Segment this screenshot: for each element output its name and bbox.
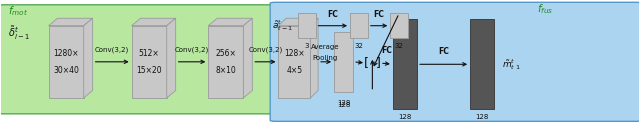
Text: 1280×: 1280× — [53, 49, 79, 58]
Text: FC: FC — [438, 47, 449, 56]
Text: $\tilde{a}^t_{t-1}$: $\tilde{a}^t_{t-1}$ — [272, 18, 293, 33]
Text: Conv(3,2): Conv(3,2) — [175, 46, 209, 53]
Text: FC: FC — [381, 46, 392, 55]
Text: FC: FC — [374, 10, 385, 19]
Text: Conv(3,2): Conv(3,2) — [248, 46, 282, 53]
Text: 128×: 128× — [284, 49, 305, 58]
FancyBboxPatch shape — [0, 5, 418, 114]
Polygon shape — [310, 18, 318, 98]
Polygon shape — [132, 26, 167, 98]
Text: 256×: 256× — [216, 49, 236, 58]
FancyBboxPatch shape — [270, 2, 640, 121]
Polygon shape — [350, 13, 368, 38]
Text: 3: 3 — [305, 43, 309, 49]
Text: Pooling: Pooling — [312, 55, 338, 61]
Polygon shape — [298, 13, 316, 38]
Text: 128: 128 — [476, 114, 489, 120]
Text: 8×10: 8×10 — [216, 66, 236, 75]
Polygon shape — [208, 26, 243, 98]
Text: $f_{mot}$: $f_{mot}$ — [8, 4, 29, 18]
Polygon shape — [470, 20, 494, 109]
Polygon shape — [390, 13, 408, 38]
Polygon shape — [278, 18, 318, 26]
Text: $[$  $]$: $[$ $]$ — [363, 56, 381, 71]
Text: 4×5: 4×5 — [286, 66, 303, 75]
Polygon shape — [208, 18, 252, 26]
Text: 30×40: 30×40 — [53, 66, 79, 75]
Polygon shape — [167, 18, 175, 98]
Polygon shape — [243, 18, 252, 98]
Text: 32: 32 — [355, 43, 364, 49]
Text: 15×20: 15×20 — [136, 66, 162, 75]
Polygon shape — [49, 18, 93, 26]
Polygon shape — [334, 32, 353, 92]
Text: 32: 32 — [395, 43, 404, 49]
Text: FC: FC — [327, 10, 338, 19]
Text: Conv(3,2): Conv(3,2) — [95, 46, 129, 53]
Text: 128: 128 — [337, 102, 350, 108]
Polygon shape — [49, 26, 84, 98]
Text: 128: 128 — [398, 114, 412, 120]
Polygon shape — [84, 18, 93, 98]
Text: $\tilde{m}^t_{t\ 1}$: $\tilde{m}^t_{t\ 1}$ — [502, 57, 521, 72]
Polygon shape — [278, 26, 310, 98]
Polygon shape — [132, 18, 175, 26]
Text: $\tilde{\delta}^t_{l-1}$: $\tilde{\delta}^t_{l-1}$ — [8, 24, 30, 42]
Text: 512×: 512× — [139, 49, 159, 58]
Text: 128: 128 — [337, 100, 350, 106]
Polygon shape — [393, 20, 417, 109]
Text: Average: Average — [311, 44, 339, 50]
Text: $f_{fus}$: $f_{fus}$ — [537, 3, 554, 16]
